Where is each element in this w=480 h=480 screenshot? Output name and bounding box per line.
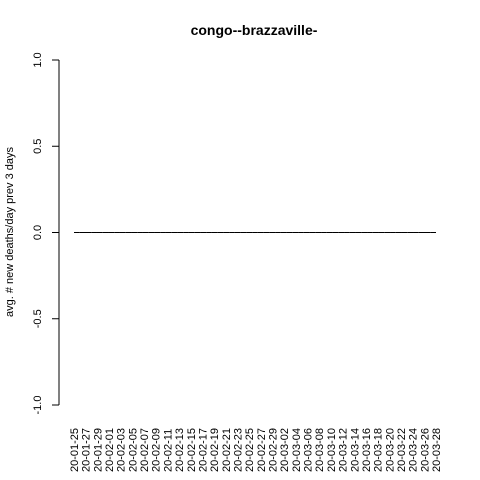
x-tick-label: 20-03-22 [396,428,408,472]
x-tick-label: 20-02-05 [127,428,139,472]
x-tick-label: 20-02-11 [162,429,174,472]
x-tick-label: 20-02-25 [244,428,256,472]
x-tick-label: 20-03-28 [431,428,443,472]
y-axis-label: avg. # new deaths/day prev 3 days [4,147,16,317]
x-ticks: 20-01-25 20-01-27 20-01-29 20-02-01 20-02-03… [69,428,443,472]
x-tick-label: 20-02-21 [221,428,233,472]
x-tick-label: 20-02-23 [232,428,244,472]
x-tick-label: 20-03-04 [291,428,303,472]
x-tick-label: 20-03-10 [326,428,338,472]
x-tick-label: 20-03-02 [279,428,291,472]
x-tick-label: 20-02-13 [174,428,186,472]
y-tick-label: 1.0 [32,52,44,67]
x-tick-label: 20-03-20 [384,428,396,472]
x-tick-label: 20-02-29 [268,428,280,472]
x-tick-label: 20-03-06 [303,428,315,472]
chart-title: congo--brazzaville- [191,22,318,38]
y-tick-label: -0.5 [32,309,44,328]
y-tick-label: 0.5 [32,139,44,154]
x-tick-label: 20-03-16 [361,428,373,472]
x-tick-label: 20-02-27 [256,428,268,472]
y-ticks: -1.0 -0.5 0.0 0.5 1.0 [32,52,59,414]
x-tick-label: 20-02-19 [209,428,221,472]
x-tick-label: 20-03-12 [338,428,350,472]
x-tick-label: 20-02-01 [104,428,116,472]
x-tick-label: 20-03-08 [314,428,326,472]
y-tick-label: 0.0 [32,225,44,240]
x-tick-label: 20-01-29 [92,428,104,472]
x-tick-label: 20-03-26 [419,428,431,472]
x-tick-label: 20-02-09 [151,428,163,472]
x-tick-label: 20-02-07 [139,428,151,472]
y-tick-label: -1.0 [32,396,44,415]
x-tick-label: 20-02-03 [116,428,128,472]
x-tick-label: 20-01-25 [69,428,81,472]
x-tick-label: 20-02-17 [197,428,209,472]
x-tick-label: 20-01-27 [81,428,93,472]
x-tick-label: 20-03-24 [408,428,420,472]
x-tick-label: 20-02-15 [186,428,198,472]
x-tick-label: 20-03-14 [349,428,361,472]
x-tick-label: 20-03-18 [373,428,385,472]
